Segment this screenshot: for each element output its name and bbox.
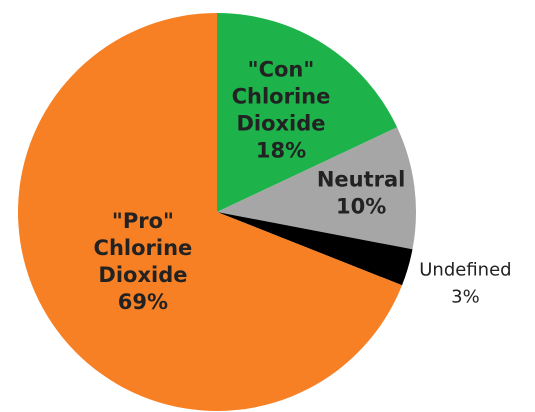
pie-slice xyxy=(217,212,413,286)
slice-label: Undefined xyxy=(419,260,511,281)
slice-label: "Con" Chlorine Dioxide xyxy=(232,58,331,136)
pie-slice xyxy=(217,13,398,212)
slice-value-label: 10% xyxy=(336,194,386,218)
slice-label: "Pro" Chlorine Dioxide xyxy=(94,209,193,287)
slice-value-label: 18% xyxy=(256,139,306,163)
slice-value-label: 3% xyxy=(451,287,480,308)
slice-value-label: 69% xyxy=(118,290,168,314)
slice-label: Neutral xyxy=(317,167,406,191)
pie-slice xyxy=(17,13,403,411)
pie-slice xyxy=(217,127,416,250)
